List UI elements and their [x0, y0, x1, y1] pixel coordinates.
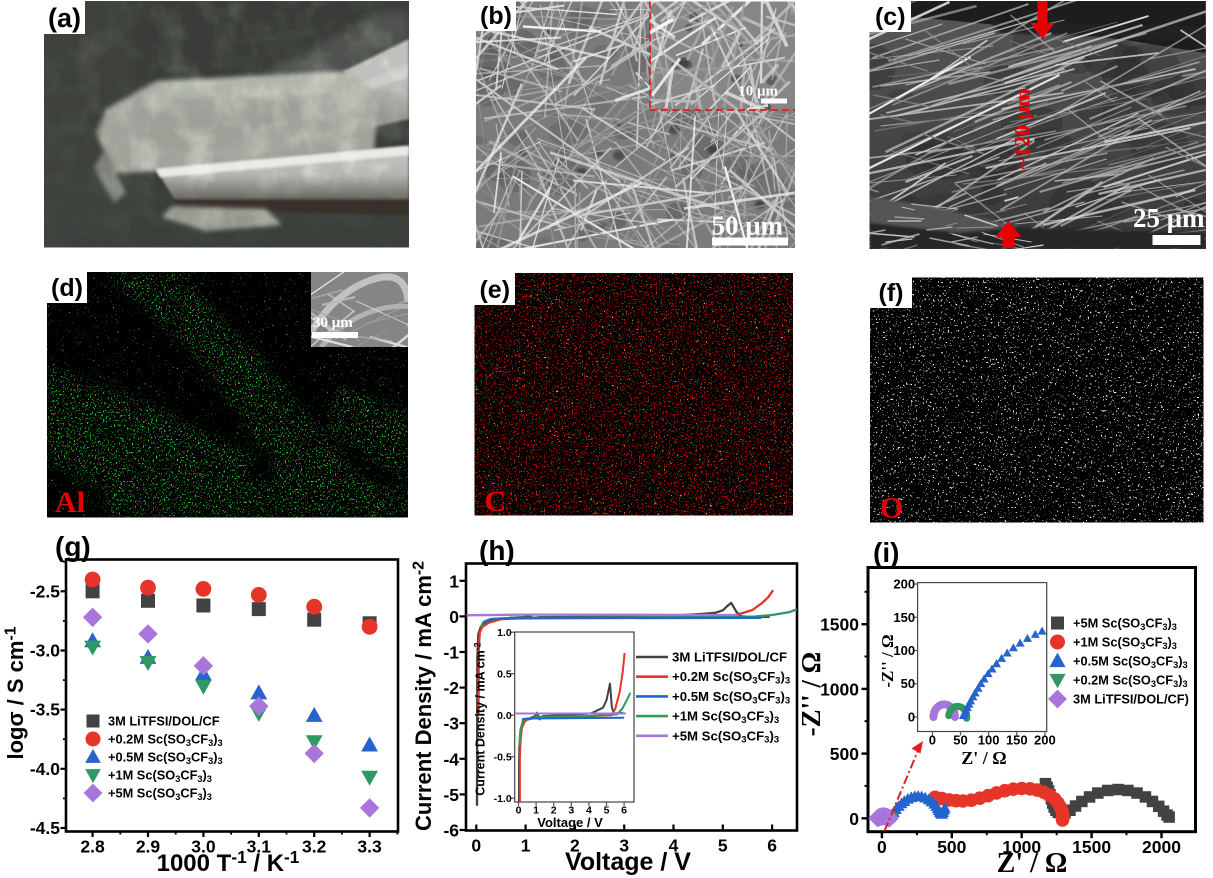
svg-text:1000 T-1​ / K-1​: 1000 T-1​ / K-1​	[157, 847, 300, 877]
svg-text:+0.2M Sc(SO3​CF3​)3​: +0.2M Sc(SO3​CF3​)3​	[108, 732, 223, 748]
svg-text:500: 500	[937, 837, 966, 857]
svg-text:-2: -2	[443, 678, 459, 698]
svg-text:0: 0	[908, 710, 915, 725]
svg-text:0: 0	[929, 733, 936, 748]
svg-text:2000: 2000	[1142, 837, 1181, 857]
svg-text:50: 50	[953, 733, 967, 748]
svg-text:-1: -1	[443, 643, 459, 663]
svg-text:200: 200	[1034, 733, 1056, 748]
svg-text:-3: -3	[443, 714, 459, 734]
svg-text:25 μm: 25 μm	[1133, 203, 1205, 233]
svg-text:0.0: 0.0	[497, 710, 512, 722]
svg-text:1.0: 1.0	[497, 627, 512, 639]
svg-text:1000: 1000	[1002, 837, 1041, 857]
svg-text:3.2: 3.2	[302, 837, 327, 857]
svg-text:200: 200	[893, 577, 915, 592]
svg-text:6: 6	[621, 805, 627, 817]
svg-text:Voltage / V: Voltage / V	[537, 815, 603, 830]
svg-text:0: 0	[471, 836, 481, 856]
svg-text:3.3: 3.3	[357, 837, 382, 857]
svg-text:(a): (a)	[48, 3, 81, 33]
svg-text:100: 100	[893, 643, 915, 658]
svg-text:-Z'' / Ω: -Z'' / Ω	[796, 652, 826, 737]
svg-text:2: 2	[570, 836, 580, 856]
svg-text:-3.0: -3.0	[30, 641, 60, 661]
svg-text:10 μm: 10 μm	[738, 84, 778, 100]
svg-text:+1M Sc(SO3​CF3​)3​: +1M Sc(SO3​CF3​)3​	[1073, 635, 1177, 651]
svg-text:+0.2M Sc(SO3​CF3​)3​: +0.2M Sc(SO3​CF3​)3​	[672, 669, 790, 686]
svg-text:3M LiTFSI/DOL/CF: 3M LiTFSI/DOL/CF	[108, 714, 220, 729]
svg-text:4: 4	[586, 805, 592, 817]
svg-text:-4.0: -4.0	[30, 759, 60, 779]
svg-text:0: 0	[877, 837, 887, 857]
svg-text:1000: 1000	[820, 679, 859, 699]
svg-text:1500: 1500	[820, 615, 859, 635]
svg-text:(c): (c)	[875, 3, 906, 31]
svg-text:500: 500	[830, 744, 859, 764]
svg-text:100: 100	[978, 733, 1000, 748]
svg-text:(b): (b)	[480, 2, 512, 30]
svg-text:+0.5M Sc(SO3​CF3​)3​: +0.5M Sc(SO3​CF3​)3​	[1073, 654, 1188, 670]
svg-text:3: 3	[568, 805, 574, 817]
svg-text:5: 5	[718, 836, 728, 856]
svg-text:3M LiTFSI/DOL/CF): 3M LiTFSI/DOL/CF)	[1073, 692, 1189, 707]
svg-text:Z' / Ω: Z' / Ω	[961, 748, 1006, 768]
svg-text:1500: 1500	[1072, 837, 1111, 857]
svg-text:+0.5M Sc(SO3​CF3​)3​: +0.5M Sc(SO3​CF3​)3​	[108, 750, 223, 766]
svg-text:+0.5M Sc(SO3​CF3​)3​: +0.5M Sc(SO3​CF3​)3​	[672, 689, 790, 706]
svg-text:O: O	[880, 492, 903, 525]
svg-text:(d): (d)	[51, 274, 83, 302]
svg-text:Z' / Ω: Z' / Ω	[997, 848, 1068, 878]
svg-text:0: 0	[516, 805, 522, 817]
svg-text:(h): (h)	[479, 535, 515, 566]
svg-text:1: 1	[533, 805, 539, 817]
svg-text:5: 5	[604, 805, 610, 817]
svg-text:-1.0: -1.0	[494, 793, 512, 805]
svg-text:+5M Sc(SO3​CF3​)3​: +5M Sc(SO3​CF3​)3​	[1073, 616, 1177, 632]
svg-text:50 μm: 50 μm	[711, 211, 783, 241]
svg-text:+5M Sc(SO3​CF3​)3​: +5M Sc(SO3​CF3​)3​	[672, 728, 779, 745]
svg-text:+1M Sc(SO3​CF3​)3​: +1M Sc(SO3​CF3​)3​	[672, 709, 779, 726]
svg-text:logσ / S cm-1​: logσ / S cm-1​	[3, 626, 29, 759]
svg-text:30 μm: 30 μm	[313, 315, 353, 331]
svg-text:-Z'' / Ω: -Z'' / Ω	[878, 634, 897, 687]
svg-text:2.9: 2.9	[136, 837, 161, 857]
svg-text:(e): (e)	[479, 276, 510, 304]
svg-text:0: 0	[449, 607, 459, 627]
svg-text:(i): (i)	[873, 537, 899, 568]
svg-text:Al: Al	[55, 486, 85, 519]
svg-text:1: 1	[449, 571, 459, 591]
svg-text:3M LiTFSI/DOL/CF: 3M LiTFSI/DOL/CF	[672, 650, 787, 665]
svg-text:-4.5: -4.5	[30, 818, 60, 838]
svg-text:0.5: 0.5	[497, 669, 512, 681]
svg-text:-2.5: -2.5	[30, 581, 60, 601]
svg-text:2.8: 2.8	[80, 837, 105, 857]
svg-text:+0.2M Sc(SO3​CF3​)3​: +0.2M Sc(SO3​CF3​)3​	[1073, 673, 1188, 689]
svg-text:1: 1	[521, 836, 531, 856]
svg-text:~120 μm: ~120 μm	[1010, 89, 1035, 170]
svg-text:Current Density / mA cm-2​: Current Density / mA cm-2​	[472, 642, 487, 795]
svg-text:150: 150	[893, 610, 915, 625]
svg-text:150: 150	[1006, 733, 1028, 748]
svg-text:-3.5: -3.5	[30, 700, 60, 720]
svg-text:Voltage / V: Voltage / V	[565, 848, 691, 876]
svg-text:(g): (g)	[55, 531, 91, 562]
svg-text:3.1: 3.1	[247, 837, 272, 857]
svg-text:-5: -5	[443, 785, 459, 805]
svg-text:Current Density / mA cm-2​: Current Density / mA cm-2​	[411, 561, 437, 831]
svg-text:-0.5: -0.5	[494, 752, 512, 764]
svg-text:-4: -4	[443, 749, 459, 769]
svg-text:0: 0	[849, 809, 859, 829]
svg-text:-6: -6	[443, 821, 459, 841]
svg-text:(f): (f)	[879, 279, 904, 307]
svg-text:2: 2	[551, 805, 557, 817]
svg-text:50: 50	[901, 676, 915, 691]
svg-text:+5M Sc(SO3​CF3​)3​: +5M Sc(SO3​CF3​)3​	[108, 786, 212, 802]
svg-text:6: 6	[767, 836, 777, 856]
svg-text:3.0: 3.0	[191, 837, 216, 857]
svg-text:4: 4	[669, 836, 679, 856]
svg-text:C: C	[485, 485, 507, 518]
svg-text:+1M Sc(SO3​CF3​)3​: +1M Sc(SO3​CF3​)3​	[108, 768, 212, 784]
svg-text:3: 3	[619, 836, 629, 856]
